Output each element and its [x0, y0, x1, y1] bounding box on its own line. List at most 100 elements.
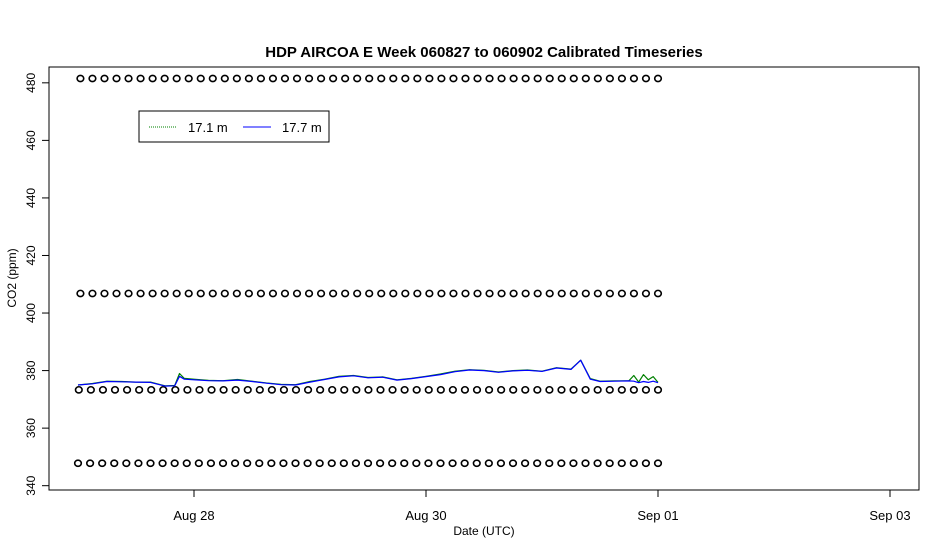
legend-label-17-7m: 17.7 m — [282, 120, 322, 135]
marker-point — [569, 74, 578, 83]
marker-point — [231, 385, 240, 394]
series-line — [77, 359, 659, 387]
marker-point — [557, 74, 566, 83]
marker-point — [569, 459, 578, 468]
legend-label-17-1m: 17.1 m — [188, 120, 228, 135]
marker-point — [206, 459, 216, 468]
marker-point — [388, 459, 397, 468]
marker-point — [208, 74, 217, 83]
marker-point — [424, 459, 433, 468]
marker-point — [88, 289, 97, 298]
marker-point — [365, 289, 374, 298]
marker-point — [292, 74, 302, 83]
marker-point — [605, 74, 614, 83]
marker-point — [497, 74, 506, 83]
marker-point — [88, 74, 97, 83]
marker-point — [593, 74, 602, 83]
marker-point — [268, 74, 278, 83]
marker-point — [521, 289, 530, 298]
marker-point — [508, 459, 518, 468]
marker-point — [400, 385, 409, 394]
marker-point — [629, 459, 638, 468]
marker-point — [255, 385, 264, 394]
marker-point — [172, 74, 181, 83]
marker-point — [557, 385, 566, 394]
marker-point — [461, 74, 470, 83]
marker-point — [437, 289, 446, 298]
marker-point — [629, 289, 639, 298]
y-tick-label: 400 — [24, 303, 38, 323]
marker-point — [304, 74, 314, 83]
marker-point — [243, 385, 252, 394]
marker-point — [136, 289, 145, 298]
y-axis: 340 360 380 400 420 440 460 480 — [24, 72, 49, 496]
marker-point — [148, 74, 157, 83]
marker-point — [641, 385, 651, 394]
marker-point — [617, 459, 626, 468]
legend-box — [138, 110, 330, 143]
marker-point — [472, 385, 482, 394]
marker-point — [316, 74, 326, 83]
marker-point — [195, 385, 204, 394]
y-tick-label: 420 — [24, 245, 38, 265]
marker-point — [160, 289, 169, 298]
marker-point — [110, 459, 119, 468]
marker-point — [472, 459, 481, 468]
marker-point — [509, 74, 518, 83]
marker-point — [485, 74, 494, 83]
marker-point — [220, 74, 229, 83]
marker-point — [496, 459, 506, 468]
marker-point — [436, 385, 445, 394]
marker-point — [134, 459, 143, 468]
marker-point — [653, 74, 663, 83]
legend: 17.1 m 17.7 m — [138, 110, 330, 143]
marker-point — [497, 289, 506, 298]
marker-point — [581, 74, 590, 83]
marker-point — [617, 385, 626, 394]
marker-point — [303, 459, 312, 468]
marker-point — [569, 385, 578, 394]
marker-point — [122, 459, 131, 468]
marker-point — [280, 289, 290, 298]
marker-point — [653, 459, 663, 468]
marker-point — [533, 289, 542, 298]
marker-point — [581, 459, 590, 468]
marker-point — [100, 289, 109, 298]
marker-point — [448, 385, 457, 394]
marker-point — [473, 289, 482, 298]
marker-point — [653, 385, 663, 394]
marker-point — [641, 289, 651, 298]
marker-point — [413, 289, 422, 298]
x-tick-label: Sep 01 — [637, 508, 678, 523]
x-axis-label: Date (UTC) — [453, 524, 514, 538]
marker-point — [605, 459, 614, 468]
marker-point — [581, 385, 590, 394]
marker-point — [425, 74, 434, 83]
marker-point — [316, 289, 326, 298]
marker-point — [521, 74, 530, 83]
marker-point — [376, 385, 385, 394]
marker-point — [160, 74, 169, 83]
marker-point — [76, 289, 85, 298]
marker-point — [641, 74, 651, 83]
marker-point — [389, 289, 398, 298]
y-tick-label: 440 — [24, 188, 38, 208]
marker-point — [377, 289, 386, 298]
marker-point — [147, 385, 156, 394]
marker-point — [400, 459, 409, 468]
marker-point — [122, 385, 132, 394]
x-tick-label: Aug 28 — [173, 508, 214, 523]
marker-point — [74, 385, 83, 394]
marker-point — [449, 74, 458, 83]
marker-point — [449, 289, 458, 298]
marker-point — [255, 459, 264, 468]
marker-point — [533, 385, 542, 394]
marker-point — [184, 74, 193, 83]
marker-point — [593, 459, 602, 468]
marker-point — [352, 385, 361, 394]
marker-point — [220, 289, 229, 298]
marker-point — [182, 459, 191, 468]
marker-point — [653, 289, 663, 298]
marker-point — [485, 289, 494, 298]
marker-point — [340, 385, 349, 394]
